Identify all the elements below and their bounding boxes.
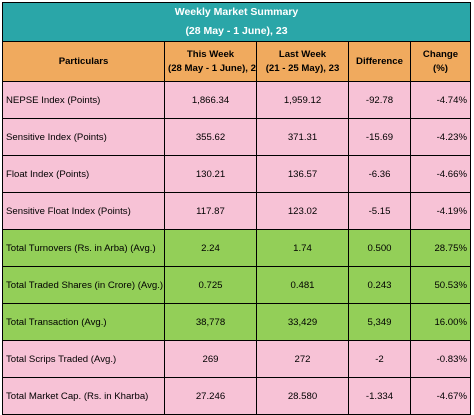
this-week-value: 27.246 bbox=[164, 377, 257, 415]
table-row: Total Transaction (Avg.) 38,778 33,429 5,34… bbox=[2, 303, 471, 341]
last-week-header: Last Week (21 - 25 May), 23 bbox=[256, 41, 349, 82]
row-label: Float Index (Points) bbox=[2, 155, 165, 193]
header-row: Particulars This Week (28 May - 1 June),… bbox=[2, 41, 471, 82]
this-week-value: 130.21 bbox=[164, 155, 257, 193]
difference-value: -5.15 bbox=[348, 192, 411, 230]
title-row: Weekly Market Summary bbox=[2, 2, 471, 21]
last-week-value: 0.481 bbox=[256, 266, 349, 304]
change-value: -4.23% bbox=[410, 118, 471, 156]
row-label: Sensitive Index (Points) bbox=[2, 118, 165, 156]
row-label: Total Traded Shares (in Crore) (Avg.) bbox=[2, 266, 165, 304]
last-week-value: 33,429 bbox=[256, 303, 349, 341]
last-week-value: 272 bbox=[256, 340, 349, 378]
change-value: 16.00% bbox=[410, 303, 471, 341]
change-value: 28.75% bbox=[410, 229, 471, 267]
last-week-value: 371.31 bbox=[256, 118, 349, 156]
difference-value: -2 bbox=[348, 340, 411, 378]
change-value: -0.83% bbox=[410, 340, 471, 378]
this-week-header: This Week (28 May - 1 June), 23 bbox=[164, 41, 257, 82]
last-week-header-label: Last Week bbox=[278, 48, 327, 60]
change-value: -4.19% bbox=[410, 192, 471, 230]
change-value: -4.66% bbox=[410, 155, 471, 193]
change-value: -4.67% bbox=[410, 377, 471, 415]
difference-value: 5,349 bbox=[348, 303, 411, 341]
difference-value: -6.36 bbox=[348, 155, 411, 193]
this-week-value: 2.24 bbox=[164, 229, 257, 267]
row-label: Total Market Cap. (Rs. in Kharba) bbox=[2, 377, 165, 415]
difference-value: -15.69 bbox=[348, 118, 411, 156]
change-header-unit: (%) bbox=[433, 62, 448, 74]
table-row: Float Index (Points) 130.21 136.57 -6.36 -4.… bbox=[2, 155, 471, 193]
this-week-value: 355.62 bbox=[164, 118, 257, 156]
this-week-header-range: (28 May - 1 June), 23 bbox=[168, 62, 257, 74]
row-label: Sensitive Float Index (Points) bbox=[2, 192, 165, 230]
table-row: NEPSE Index (Points) 1,866.34 1,959.12 -92.… bbox=[2, 81, 471, 119]
difference-value: 0.243 bbox=[348, 266, 411, 304]
difference-header: Difference bbox=[348, 41, 411, 82]
last-week-value: 1,959.12 bbox=[256, 81, 349, 119]
this-week-value: 117.87 bbox=[164, 192, 257, 230]
table-row: Total Turnovers (Rs. in Arba) (Avg.) 2.24… bbox=[2, 229, 471, 267]
row-label: NEPSE Index (Points) bbox=[2, 81, 165, 119]
row-label: Total Turnovers (Rs. in Arba) (Avg.) bbox=[2, 229, 165, 267]
row-label: Total Scrips Traded (Avg.) bbox=[2, 340, 165, 378]
change-value: 50.53% bbox=[410, 266, 471, 304]
this-week-value: 38,778 bbox=[164, 303, 257, 341]
table-row: Total Scrips Traded (Avg.) 269 272 -2 -0.83% bbox=[2, 340, 471, 378]
last-week-value: 136.57 bbox=[256, 155, 349, 193]
last-week-value: 1.74 bbox=[256, 229, 349, 267]
change-header: Change (%) bbox=[410, 41, 471, 82]
this-week-header-label: This Week bbox=[186, 48, 235, 60]
this-week-value: 1,866.34 bbox=[164, 81, 257, 119]
last-week-value: 28.580 bbox=[256, 377, 349, 415]
this-week-value: 0.725 bbox=[164, 266, 257, 304]
change-header-label: Change bbox=[422, 48, 459, 60]
particulars-header: Particulars bbox=[2, 41, 165, 82]
change-value: -4.74% bbox=[410, 81, 471, 119]
table-row: Sensitive Float Index (Points) 117.87 123.… bbox=[2, 192, 471, 230]
this-week-value: 269 bbox=[164, 340, 257, 378]
table-subtitle: (28 May - 1 June), 23 bbox=[2, 21, 471, 42]
difference-value: -92.78 bbox=[348, 81, 411, 119]
row-label: Total Transaction (Avg.) bbox=[2, 303, 165, 341]
subtitle-row: (28 May - 1 June), 23 bbox=[2, 21, 471, 42]
table-title: Weekly Market Summary bbox=[2, 2, 471, 21]
table-row: Total Market Cap. (Rs. in Kharba) 27.246 2… bbox=[2, 377, 471, 415]
table-body: NEPSE Index (Points) 1,866.34 1,959.12 -92.… bbox=[2, 81, 471, 415]
table-row: Total Traded Shares (in Crore) (Avg.) 0.7… bbox=[2, 266, 471, 304]
difference-value: -1.334 bbox=[348, 377, 411, 415]
last-week-value: 123.02 bbox=[256, 192, 349, 230]
difference-value: 0.500 bbox=[348, 229, 411, 267]
table-row: Sensitive Index (Points) 355.62 371.31 -15.… bbox=[2, 118, 471, 156]
last-week-header-range: (21 - 25 May), 23 bbox=[265, 62, 340, 74]
